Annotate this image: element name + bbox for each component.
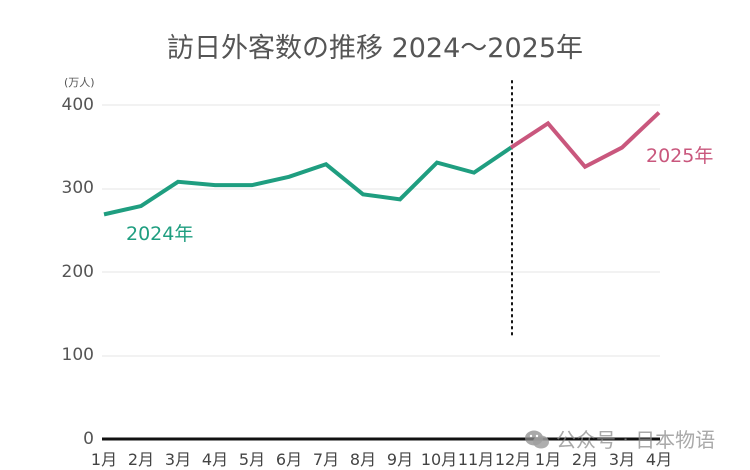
y-tick-400: 400 <box>61 95 94 115</box>
x-tick: 2月 <box>127 450 155 469</box>
x-tick: 4月 <box>645 450 673 469</box>
gridlines <box>102 104 660 357</box>
x-tick: 10月 <box>420 450 458 469</box>
x-tick: 6月 <box>275 450 303 469</box>
x-tick: 7月 <box>312 450 340 469</box>
y-tick-200: 200 <box>61 262 94 282</box>
x-tick: 5月 <box>238 450 266 469</box>
line-2025 <box>509 111 661 170</box>
x-tick: 3月 <box>164 450 192 469</box>
watermark: 公众号 · 日本物语 <box>524 424 715 453</box>
wechat-icon <box>525 430 549 448</box>
x-tick: 2月 <box>571 450 599 469</box>
y-axis-unit: (万人) <box>64 76 95 89</box>
x-tick: 1月 <box>90 450 118 469</box>
y-tick-100: 100 <box>61 345 94 365</box>
x-tick: 1月 <box>534 450 562 469</box>
series-label-2025: 2025年 <box>646 145 714 167</box>
y-tick-300: 300 <box>61 178 94 198</box>
x-tick: 9月 <box>386 450 414 469</box>
line-2024 <box>103 145 513 217</box>
x-tick: 11月 <box>457 450 495 469</box>
series-label-2024: 2024年 <box>126 223 194 245</box>
x-tick: 8月 <box>349 450 377 469</box>
x-tick: 3月 <box>608 450 636 469</box>
y-tick-0: 0 <box>83 429 94 449</box>
watermark-text: 公众号 · 日本物语 <box>556 428 716 452</box>
x-tick: 12月 <box>494 450 532 469</box>
chart-title: 訪日外客数の推移 2024～2025年 <box>166 33 583 64</box>
x-tick: 4月 <box>201 450 229 469</box>
